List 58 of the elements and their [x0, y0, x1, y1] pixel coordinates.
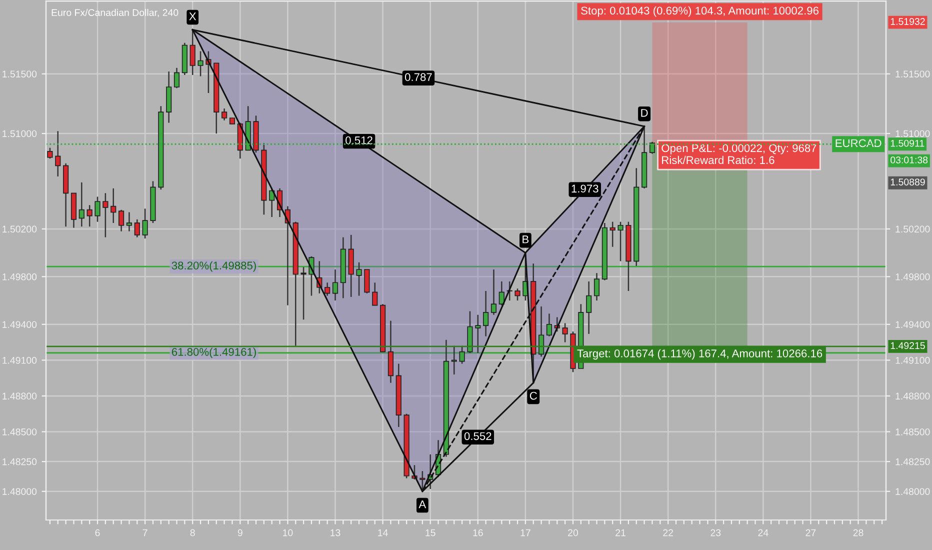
x-tick-label: 6 [95, 529, 100, 536]
ref-line-label: 61.80%(1.49161) [172, 348, 256, 358]
y-tick-label: 1.49800 [2, 273, 37, 280]
x-tick-label: 14 [378, 529, 388, 536]
x-tick-label: 7 [142, 529, 148, 536]
y-tick-label: 1.48250 [2, 458, 37, 466]
annotation: EURCAD [836, 139, 882, 148]
band-label: Stop: 0.01043 (0.69%) 104.3, Amount: 10002.96 [581, 6, 819, 17]
x-tick-label: 22 [663, 529, 673, 536]
y-tick-label: 1.48800 [2, 392, 37, 400]
y2-tick-label: 1.48000 [896, 488, 930, 495]
y2-tick-label: 1.48250 [896, 458, 930, 466]
x-tick-label: 15 [426, 529, 436, 536]
y-tick-label: 1.48000 [2, 488, 37, 495]
y-tick-label: 1.50200 [2, 226, 37, 233]
annotation: X [189, 12, 196, 20]
y2-tick-label: 1.51000 [896, 130, 930, 138]
ref-line-label: 38.20%(1.49885) [172, 261, 256, 272]
y2-tick-label: 1.49800 [896, 273, 930, 280]
x-tick-label: 24 [758, 529, 768, 536]
x-tick-label: 9 [238, 529, 242, 536]
y2-tick-label: 1.50200 [896, 226, 930, 233]
y2-tick-label: 1.48800 [896, 392, 930, 400]
x-tick-label: 20 [568, 529, 578, 536]
annotation: C [530, 392, 537, 400]
series-label: 1.973 [572, 184, 598, 193]
text: 1.50889 [890, 178, 925, 186]
y2-tick-label: 1.48500 [896, 428, 930, 436]
band-label: Target: 0.01674 (1.11%) 167.4, Amount: 10266.16 [577, 349, 822, 360]
y-tick-label: 1.49100 [2, 356, 37, 364]
x-tick-label: 23 [710, 529, 721, 536]
annotation: 1.51932 [890, 18, 925, 25]
x-tick-label: 27 [806, 529, 816, 536]
x-tick-label: 21 [616, 529, 626, 536]
series-label: 0.552 [464, 432, 492, 440]
x-tick-label: 13 [330, 529, 340, 536]
x-tick-label: 17 [520, 529, 530, 536]
y2-tick-label: 1.49400 [896, 321, 930, 328]
annotation: D [641, 109, 648, 117]
x-tick-label: 8 [190, 529, 195, 536]
text: Euro Fx/Canadian Dollar, 240 [52, 8, 178, 18]
y-tick-label: 1.51500 [2, 70, 37, 78]
y2-tick-label: 1.49100 [896, 356, 930, 364]
x-tick-label: 28 [853, 529, 864, 536]
x-tick-label: 10 [283, 529, 293, 536]
y2-tick-label: 1.51500 [896, 70, 930, 78]
series-label: 0.512 [346, 136, 372, 144]
series-label: 0.787 [404, 73, 432, 82]
annotation: Open P&L: -0.00022, Qty: 9687 Risk/Reward Ratio: 1.6 [662, 144, 816, 164]
text: 03:01:38 [890, 156, 928, 164]
y-tick-label: 1.49400 [2, 321, 37, 328]
annotation: B [522, 236, 529, 244]
y-tick-label: 1.48500 [2, 428, 37, 436]
x-tick-label: 16 [473, 529, 483, 536]
y-tick-label: 1.51000 [2, 130, 37, 138]
annotation: A [418, 500, 426, 508]
ref-line-label: 1.49215 [890, 342, 925, 350]
ref-line-label: 1.50911 [890, 140, 924, 147]
